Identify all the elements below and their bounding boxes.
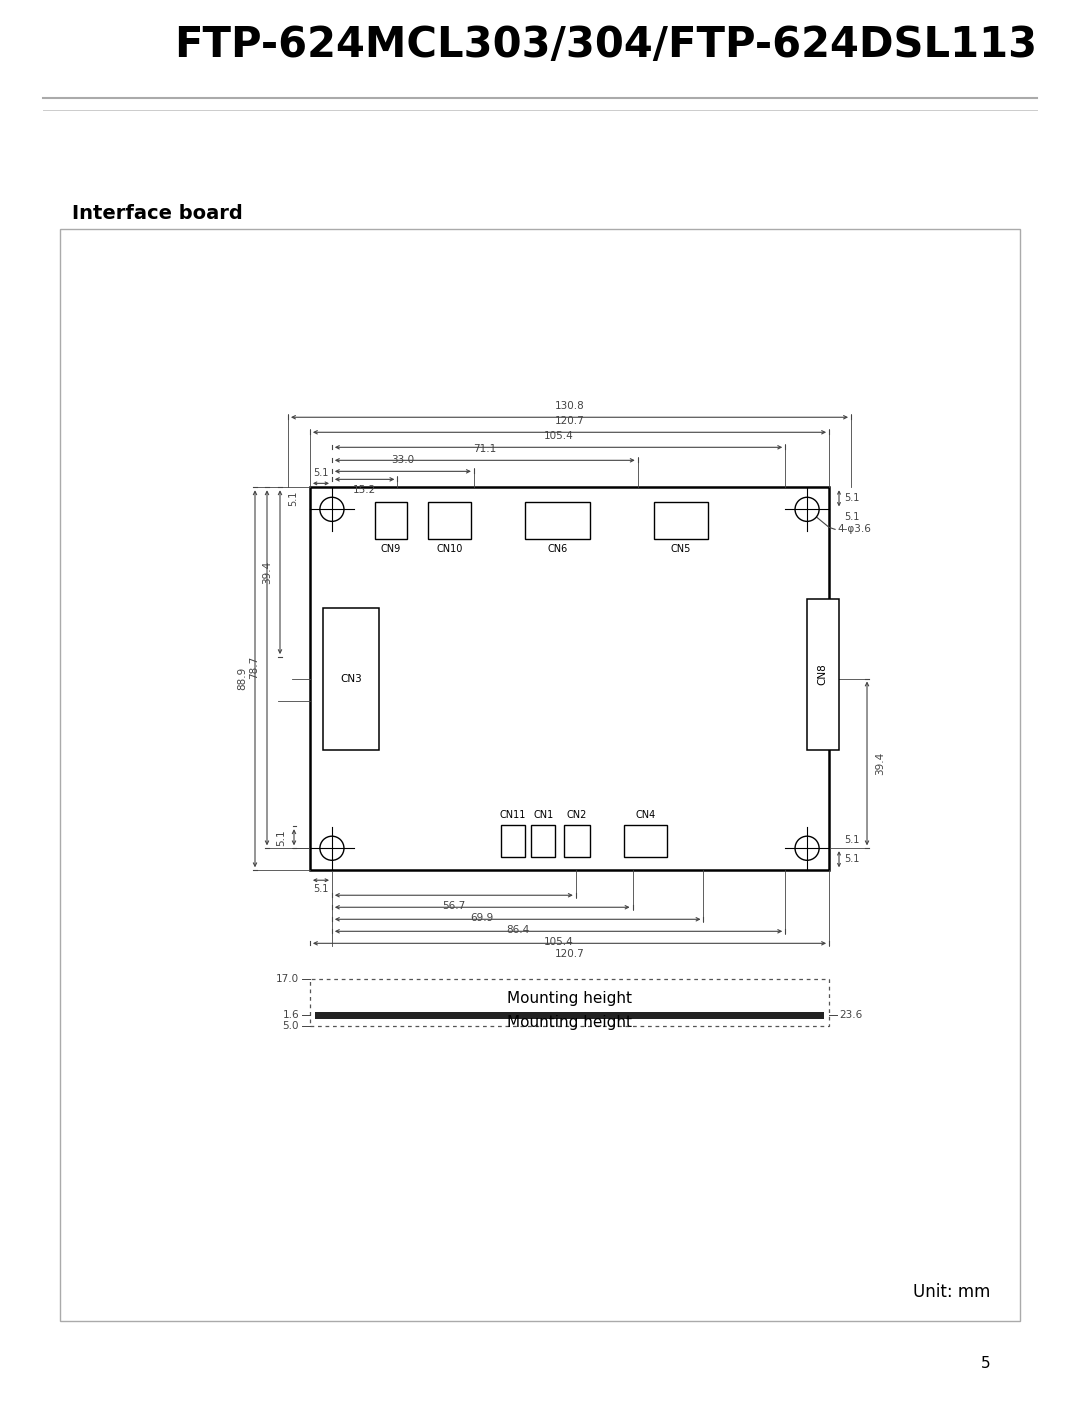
Text: CN9: CN9: [381, 544, 401, 553]
Text: 120.7: 120.7: [555, 950, 584, 960]
Bar: [315, 1012, 824, 1019]
Text: 69.9: 69.9: [471, 913, 494, 923]
Bar: [376, 502, 407, 538]
Text: 5.1: 5.1: [843, 855, 860, 864]
Text: CN8: CN8: [818, 664, 827, 685]
Text: Unit: mm: Unit: mm: [913, 1283, 990, 1302]
Text: 39.4: 39.4: [262, 560, 272, 584]
Circle shape: [320, 836, 343, 860]
Bar: [501, 825, 525, 857]
Text: 23.6: 23.6: [839, 1010, 862, 1020]
Text: CN11: CN11: [500, 810, 526, 820]
Bar: [60, 230, 1020, 1321]
Text: FTP-624MCL303/304/FTP-624DSL113: FTP-624MCL303/304/FTP-624DSL113: [174, 24, 1037, 66]
Bar: [323, 608, 379, 750]
Text: Mounting height: Mounting height: [507, 992, 632, 1006]
Text: CN3: CN3: [340, 674, 362, 684]
Text: CN10: CN10: [436, 544, 463, 553]
Text: 5.1: 5.1: [313, 468, 328, 478]
Text: 71.1: 71.1: [473, 444, 497, 454]
Text: 15.2: 15.2: [353, 485, 376, 496]
Bar: [525, 502, 590, 538]
Text: 5.1: 5.1: [843, 835, 860, 845]
Text: 88.9: 88.9: [237, 667, 247, 691]
Circle shape: [795, 497, 819, 521]
Bar: [654, 502, 707, 538]
Text: 78.7: 78.7: [249, 656, 259, 679]
Text: Mounting height: Mounting height: [507, 1016, 632, 1030]
Text: 105.4: 105.4: [543, 432, 573, 441]
Text: 5.0: 5.0: [283, 1021, 299, 1031]
Bar: [624, 825, 667, 857]
Text: CN4: CN4: [635, 810, 656, 820]
Bar: [310, 488, 829, 870]
Text: 39.4: 39.4: [875, 752, 885, 775]
Bar: [564, 825, 590, 857]
Text: CN5: CN5: [671, 544, 691, 553]
Text: 120.7: 120.7: [555, 416, 584, 426]
Text: 5.1: 5.1: [843, 493, 860, 503]
Text: 5.1: 5.1: [843, 513, 860, 523]
Text: 56.7: 56.7: [442, 901, 465, 911]
Circle shape: [320, 497, 343, 521]
Text: 5.1: 5.1: [288, 490, 298, 506]
Bar: [807, 598, 839, 750]
Text: 105.4: 105.4: [543, 937, 573, 947]
Circle shape: [795, 836, 819, 860]
Text: 5: 5: [981, 1356, 990, 1372]
Text: Interface board: Interface board: [72, 205, 243, 223]
Text: 5.1: 5.1: [313, 884, 328, 894]
Text: 130.8: 130.8: [555, 401, 584, 412]
Text: 1.6: 1.6: [282, 1010, 299, 1020]
Text: 33.0: 33.0: [391, 455, 415, 465]
Text: 5.1: 5.1: [276, 829, 286, 846]
Text: CN2: CN2: [566, 810, 586, 820]
Text: CN1: CN1: [534, 810, 553, 820]
Bar: [310, 979, 829, 1026]
Text: 4-φ3.6: 4-φ3.6: [837, 524, 870, 534]
Bar: [429, 502, 471, 538]
Text: 17.0: 17.0: [275, 974, 299, 984]
Text: CN6: CN6: [548, 544, 567, 553]
Bar: [531, 825, 555, 857]
Text: 86.4: 86.4: [507, 925, 529, 936]
